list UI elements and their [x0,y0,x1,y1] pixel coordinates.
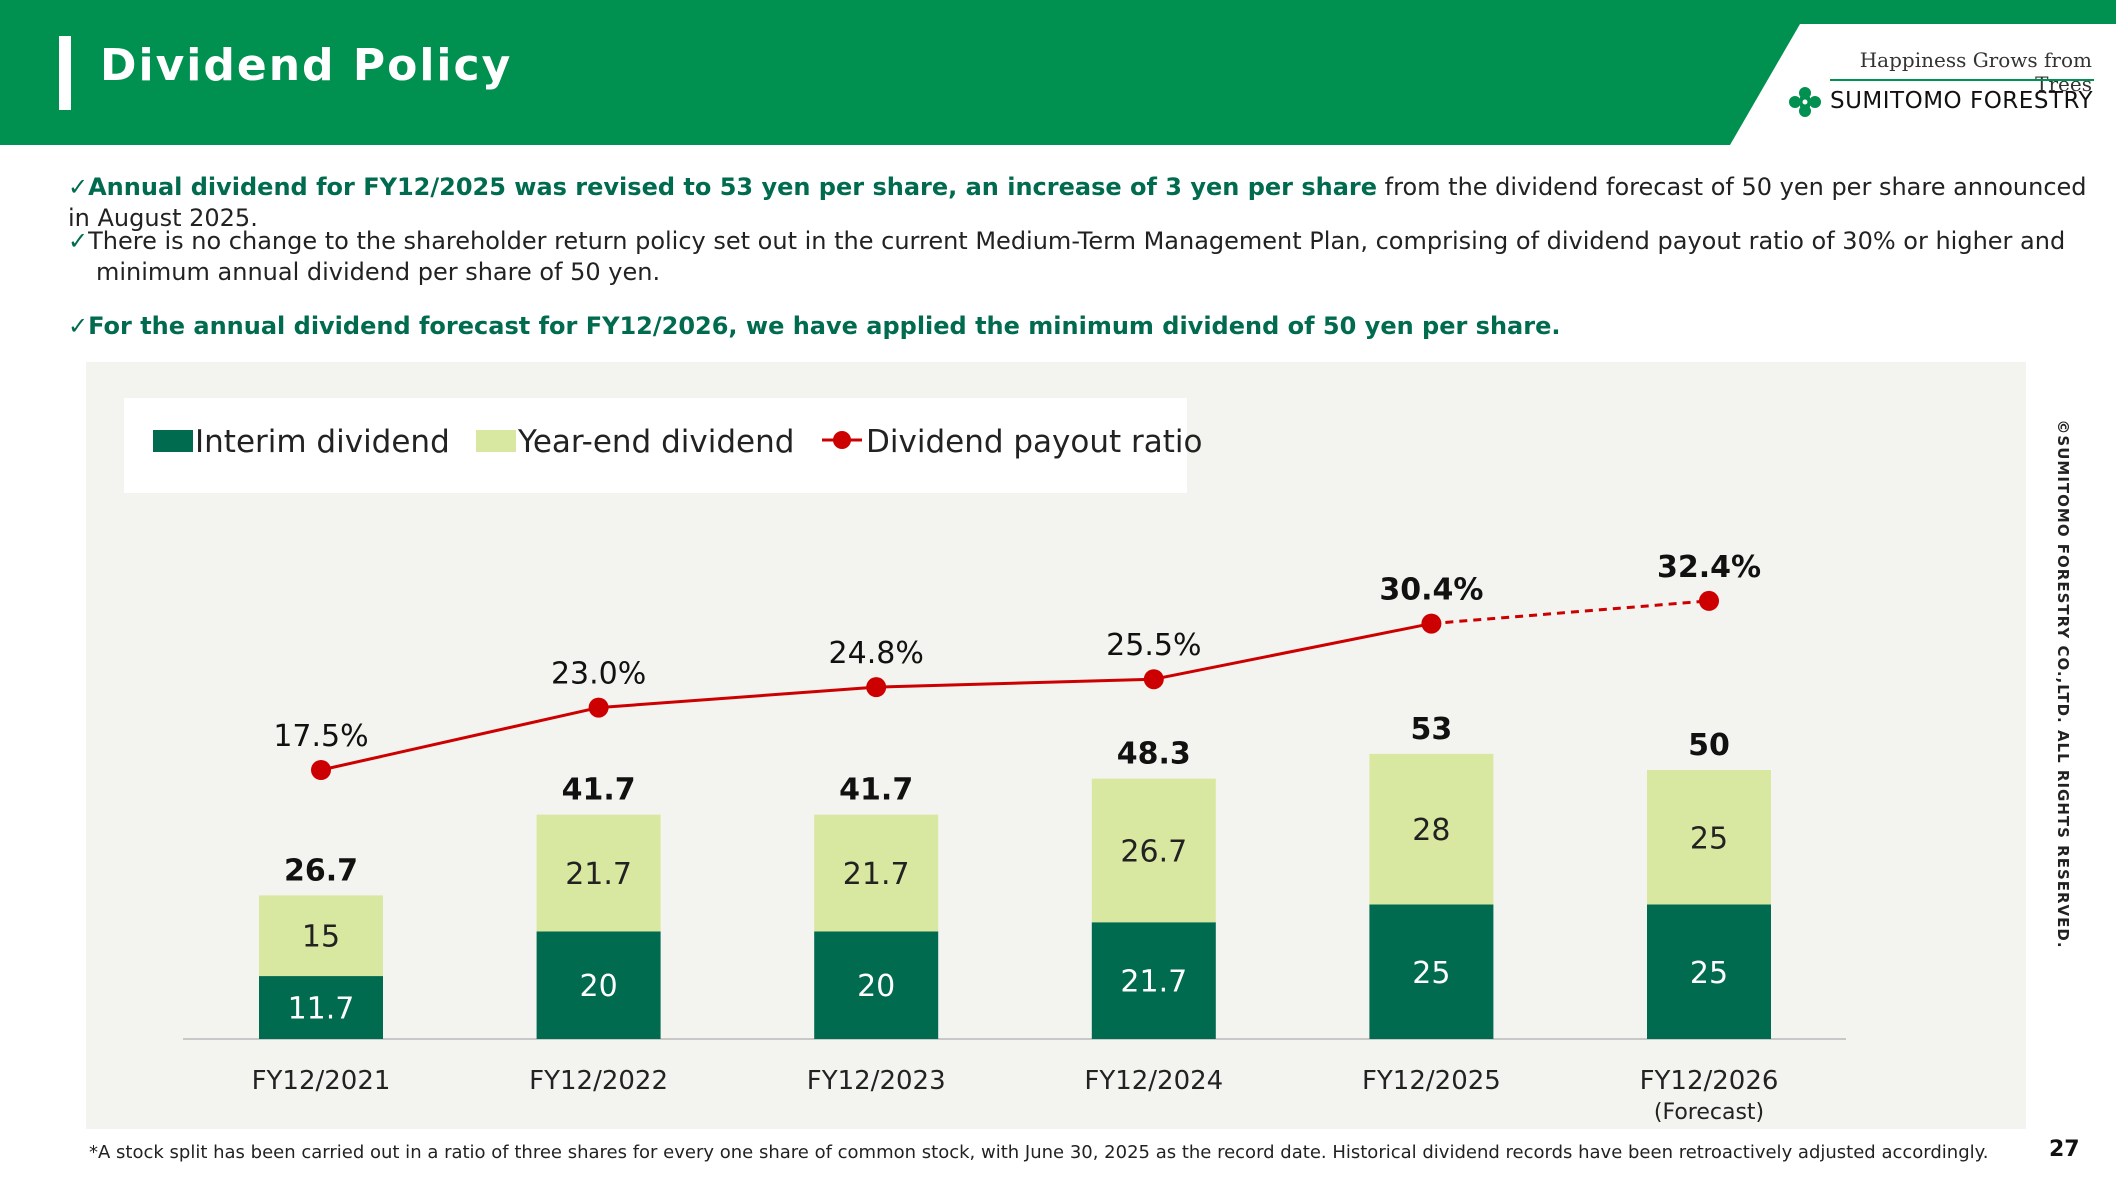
data-label-total: 50 [1688,728,1730,763]
payout-ratio-point [1421,613,1442,634]
bullet-1-emphasis: Annual dividend for FY12/2025 was revise… [88,173,1378,201]
page-title: Dividend Policy [100,40,513,91]
brand-tagline: Happiness Grows from Trees [1859,48,2092,96]
x-tick-label: FY12/2026 [1640,1066,1779,1096]
data-label-interim: 20 [857,969,895,1004]
payout-ratio-label: 25.5% [1106,628,1201,663]
data-label-total: 53 [1411,712,1453,747]
bullet-3: ✓For the annual dividend forecast for FY… [68,311,2108,342]
payout-ratio-point [866,677,887,698]
check-icon: ✓ [68,312,89,340]
bullet-2-line2: minimum annual dividend per share of 50 … [96,258,661,286]
payout-ratio-label: 30.4% [1379,573,1483,608]
x-tick-label: FY12/2021 [252,1066,391,1096]
data-label-interim: 20 [580,969,618,1004]
copyright-notice: ©SUMITOMO FORESTRY CO.,LTD. ALL RIGHTS R… [2054,419,2072,949]
data-label-total: 41.7 [839,773,913,808]
legend-label-interim: Interim dividend [195,424,450,460]
bar-interim [536,931,661,1039]
legend-label-year-end: Year-end dividend [518,424,795,460]
data-label-year-end: 25 [1690,821,1728,856]
page-number: 27 [2049,1137,2080,1162]
bar-year-end [1369,753,1494,905]
legend-swatch-year-end [476,430,516,452]
bullet-1: ✓Annual dividend for FY12/2025 was revis… [68,172,2108,234]
payout-ratio-point [1699,590,1719,611]
payout-ratio-line-segment [598,685,877,710]
x-tick-sublabel: (Forecast) [1654,1100,1764,1125]
legend-swatch-interim [153,430,193,452]
payout-ratio-point [311,760,331,780]
bullet-2: ✓There is no change to the shareholder r… [68,226,2108,288]
bar-interim [1647,904,1771,1039]
x-tick-label: FY12/2023 [807,1066,946,1096]
payout-ratio-line-segment [1153,622,1432,681]
check-icon: ✓ [68,227,89,255]
brand-divider [1830,79,2094,81]
payout-ratio-label: 17.5% [273,719,368,754]
payout-ratio-point [588,697,609,718]
legend-label-payout-ratio: Dividend payout ratio [866,424,1203,460]
x-tick-label: FY12/2025 [1362,1066,1501,1096]
bar-year-end [1091,778,1216,923]
bar-interim [1091,922,1216,1039]
data-label-year-end: 28 [1412,813,1450,848]
header-banner [0,0,2116,145]
chart-legend [124,398,1187,493]
payout-ratio-line-segment [1431,599,1710,626]
x-tick-label: FY12/2024 [1084,1066,1223,1096]
bar-year-end [814,814,939,932]
bar-year-end [1647,770,1771,905]
footnote: *A stock split has been carried out in a… [89,1142,1989,1163]
data-label-year-end: 21.7 [565,857,632,892]
data-label-total: 48.3 [1117,737,1191,772]
payout-ratio-label: 24.8% [829,636,924,671]
brand-name: SUMITOMO FORESTRY [1830,88,2094,114]
payout-ratio-line-segment [876,677,1154,689]
data-label-total: 26.7 [284,853,358,888]
payout-ratio-label: 32.4% [1657,550,1761,585]
data-label-year-end: 21.7 [843,857,910,892]
bar-interim [1369,904,1494,1039]
payout-ratio-line-segment [320,706,599,772]
data-label-interim: 25 [1690,956,1728,991]
bar-year-end [536,814,661,932]
data-label-interim: 21.7 [1120,965,1187,1000]
data-label-year-end: 26.7 [1120,834,1187,869]
bullet-1-text: from the dividend forecast of 50 yen per… [68,173,2087,232]
bar-year-end [259,895,383,977]
header-background [0,0,2116,145]
data-label-interim: 25 [1412,956,1450,991]
data-label-year-end: 15 [302,920,340,955]
bar-interim [814,931,939,1039]
bar-interim [259,976,383,1039]
data-label-interim: 11.7 [288,992,355,1027]
bullet-2-line1: There is no change to the shareholder re… [88,227,2066,255]
payout-ratio-label: 23.0% [551,657,646,692]
legend-swatch-payout-ratio [822,431,862,449]
payout-ratio-point [1143,669,1164,690]
bullet-3-emphasis: For the annual dividend forecast for FY1… [88,312,1561,340]
sumitomo-forestry-logo-icon [1789,87,1821,117]
check-icon: ✓ [68,173,89,201]
data-label-total: 41.7 [562,773,636,808]
x-tick-label: FY12/2022 [529,1066,668,1096]
title-accent-bar [59,36,71,110]
